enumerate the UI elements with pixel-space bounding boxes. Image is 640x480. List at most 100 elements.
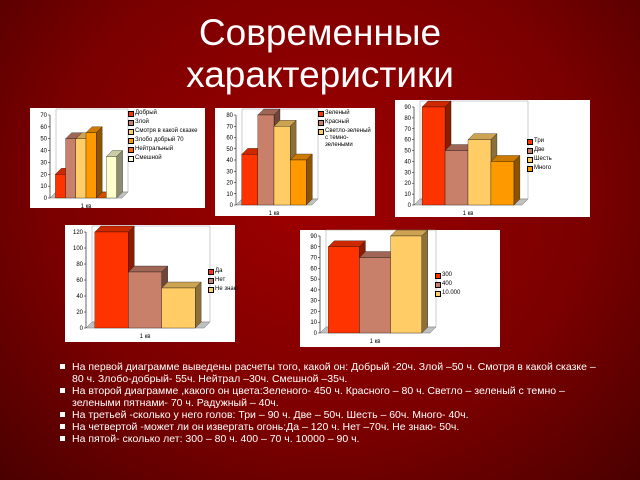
legend-item: Три [527,138,587,145]
legend-label: Добрый [135,110,157,116]
legend-swatch [318,129,324,135]
y-tick-label: 40 [404,159,411,165]
bar [444,150,469,206]
legend-item: Много [527,165,587,172]
legend-swatch [128,147,134,153]
legend-label: Светло-зеленый с темно-зелеными [325,128,371,148]
y-tick-label: 70 [40,113,47,119]
x-tick-label: 1 кв [140,334,151,340]
legend-item: Да [208,268,263,275]
legend-label: Две [534,147,545,153]
y-tick-label: 30 [40,160,47,166]
y-tick-label: 90 [310,234,317,240]
legend-label: Шесть [534,156,552,162]
legend-swatch [435,282,441,288]
legend-label: Смешной [135,155,162,161]
y-tick-label: 60 [40,125,47,131]
legend-label: Много [534,165,552,171]
legend-swatch [435,273,441,279]
y-tick-label: 50 [226,147,233,153]
legend-item: Смешной [128,155,203,162]
bullet: На второй диаграмме ,какого он цвета:Зел… [60,385,600,409]
legend: Зеленый Красный Светло-зеленый с темно-зел… [318,110,373,151]
legend-label: 400 [442,281,453,287]
bar [55,174,66,199]
y-tick-label: 60 [226,136,233,142]
legend-swatch [128,138,134,144]
bar [328,246,360,334]
bar-side [513,155,521,206]
x-tick-label: 1 кв [370,339,381,345]
y-tick-label: 60 [310,266,317,272]
bar [65,138,76,199]
bullet-list: На первой диаграмме выведены расчеты тог… [60,361,600,445]
legend-item: Добрый [128,110,203,117]
legend-item: Смотря в какой сказке [128,128,203,135]
y-tick-label: 70 [310,256,317,262]
y-tick-label: 20 [310,309,317,315]
legend-item: Зеленый [318,110,373,117]
bullet: На третьей -сколько у него голов: Три – … [60,409,600,421]
bar-top [327,240,366,247]
bar-side [306,153,313,206]
bar-side [421,229,428,334]
legend-swatch [208,278,214,284]
legend-label: Да [215,268,223,274]
legend-swatch [318,111,324,117]
y-tick-label: 70 [404,127,411,133]
y-tick-label: 10 [226,192,233,198]
y-tick-label: 20 [40,172,47,178]
y-tick-label: 80 [226,113,233,119]
legend-item: Шесть [527,156,587,163]
y-tick-label: 20 [404,181,411,187]
bar [75,138,87,199]
legend-swatch [435,291,441,297]
legend: Добрый Злой Смотря в какой сказке Злобо доб… [128,110,203,164]
bar [128,271,162,329]
legend-label: 300 [442,272,453,278]
legend-swatch [128,120,134,126]
bullet: На пятой- сколько лет: 300 – 80 ч. 400 –… [60,433,600,445]
y-tick-label: 0 [80,326,84,332]
bar [289,159,307,206]
y-tick-label: 60 [404,138,411,144]
legend-item: Злобо добрый 70 [128,137,203,144]
bar [241,154,258,206]
legend: 300 400 10.000 [435,272,495,299]
y-tick-label: 10 [310,320,317,326]
y-tick-label: 0 [314,331,318,337]
y-tick-label: 100 [73,246,84,252]
legend: Три Две Шесть Много [527,138,587,174]
y-tick-label: 0 [44,196,48,202]
y-tick-label: 10 [404,192,411,198]
x-tick-label: 1 кв [81,204,92,210]
bar-top [161,281,202,289]
bar-top [94,225,135,233]
y-tick-label: 40 [226,158,233,164]
legend-item: Злой [128,119,203,126]
y-tick-label: 40 [310,288,317,294]
y-tick-label: 80 [76,262,83,268]
bar-side [116,150,123,199]
y-tick-label: 20 [76,310,83,316]
legend-item: Нейтральный [128,146,203,153]
y-tick-label: 120 [73,230,84,236]
legend-item: Красный [318,119,373,126]
bar [467,139,492,206]
bar-side [194,281,202,329]
y-tick-label: 40 [76,294,83,300]
legend-swatch [208,269,214,275]
legend-label: Зеленый [325,110,350,116]
y-tick-label: 50 [404,149,411,155]
bullet: На четвертой -может ли он извергать огон… [60,421,600,433]
y-tick-label: 0 [230,203,234,209]
x-tick-label: 1 кв [463,211,474,217]
bar [273,126,291,206]
bar-top [127,265,169,273]
y-tick-label: 20 [226,181,233,187]
y-tick-label: 40 [40,149,47,155]
legend-swatch [208,287,214,293]
legend-item: 400 [435,281,495,288]
y-tick-label: 80 [310,245,317,251]
